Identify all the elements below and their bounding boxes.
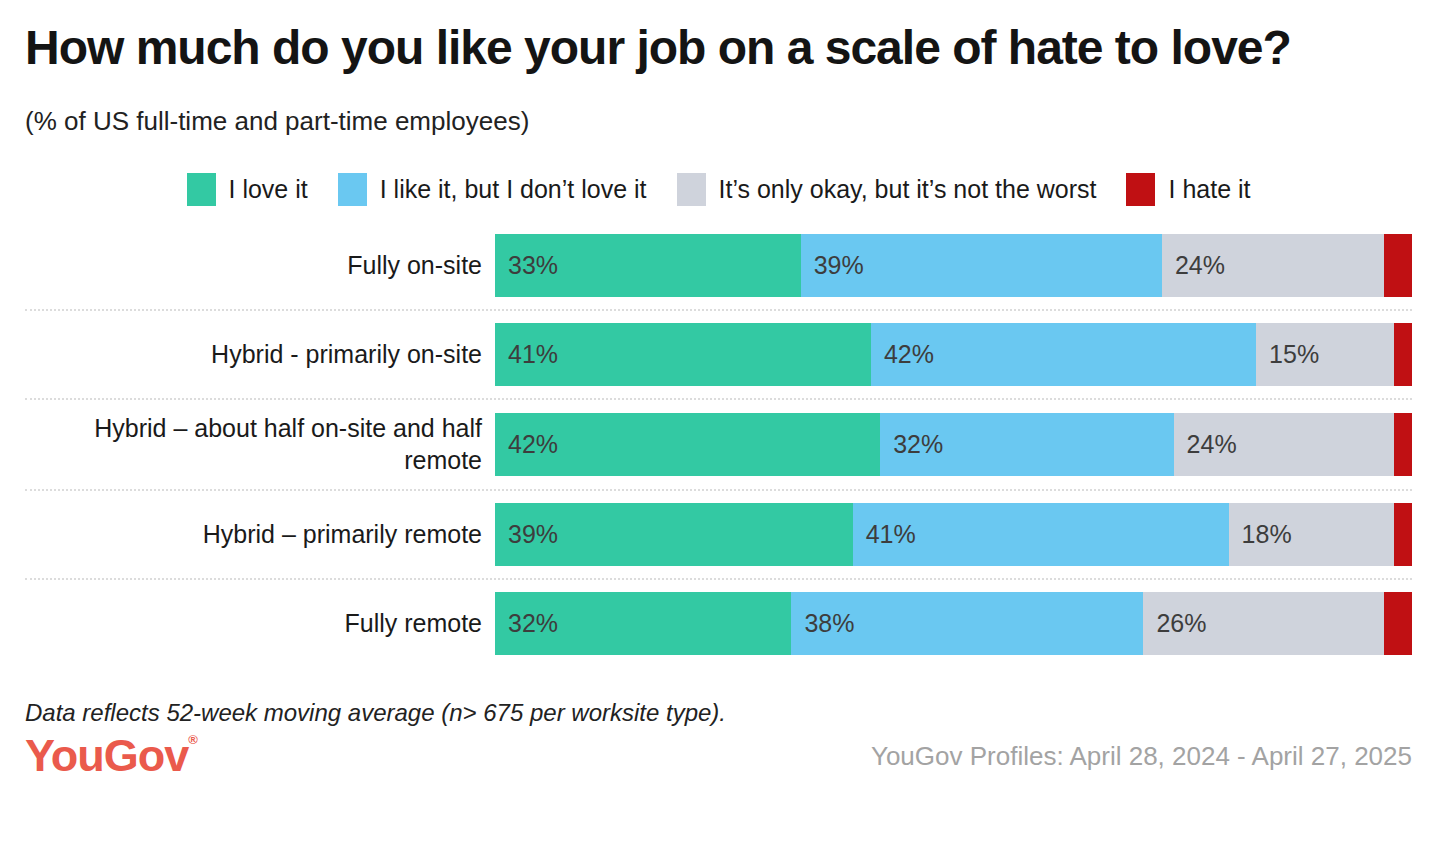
bar-value-label: 38% [791, 609, 854, 638]
legend-item: I like it, but I don’t love it [338, 173, 647, 206]
stacked-bar: 42% 32% 24% [495, 413, 1412, 476]
bar-value-label: 41% [853, 520, 916, 549]
footer: YouGov® YouGov Profiles: April 28, 2024 … [25, 731, 1412, 781]
table-row: Fully on-site33% 39% 24% [25, 234, 1412, 309]
legend-item: I love it [187, 173, 308, 206]
bar-value-label: 41% [495, 340, 558, 369]
table-row: Hybrid - primarily on-site41% 42% 15% [25, 309, 1412, 398]
bar-segment: 15% [1256, 323, 1394, 386]
bar-segment: 41% [495, 323, 871, 386]
bar-segment: 42% [495, 413, 880, 476]
legend-label: It’s only okay, but it’s not the worst [719, 175, 1097, 204]
bar-segment: 33% [495, 234, 801, 297]
bar-segment: 38% [791, 592, 1143, 655]
legend-label: I hate it [1168, 175, 1250, 204]
category-label: Fully on-site [25, 249, 495, 282]
bar-value-label: 39% [801, 251, 864, 280]
footnote: Data reflects 52-week moving average (n>… [25, 699, 1412, 727]
bar-segment: 32% [495, 592, 791, 655]
category-label: Hybrid - primarily on-site [25, 338, 495, 371]
bar-value-label: 39% [495, 520, 558, 549]
bar-value-label: 32% [495, 609, 558, 638]
source-attribution: YouGov Profiles: April 28, 2024 - April … [871, 741, 1412, 780]
registered-mark-icon: ® [188, 732, 197, 747]
bar-segment: 18% [1229, 503, 1394, 566]
bar-segment: 24% [1162, 234, 1384, 297]
bar-segment: 32% [880, 413, 1173, 476]
bar-rows: Fully on-site33% 39% 24% Hybrid - primarily… [25, 234, 1412, 655]
chart-container: How much do you like your job on a scale… [0, 0, 1440, 798]
chart-subtitle: (% of US full-time and part-time employe… [25, 106, 1412, 137]
bar-segment: 39% [801, 234, 1162, 297]
bar-segment: 26% [1143, 592, 1384, 655]
bar-segment [1394, 503, 1412, 566]
category-label: Hybrid – primarily remote [25, 518, 495, 551]
stacked-bar: 32% 38% 26% [495, 592, 1412, 655]
bar-value-label: 32% [880, 430, 943, 459]
legend-swatch-icon [1126, 173, 1155, 206]
bar-segment [1384, 234, 1412, 297]
bar-value-label: 42% [495, 430, 558, 459]
bar-value-label: 26% [1143, 609, 1206, 638]
bar-value-label: 24% [1174, 430, 1237, 459]
legend-swatch-icon [677, 173, 706, 206]
category-label: Hybrid – about half on-site and half rem… [25, 412, 495, 477]
table-row: Hybrid – about half on-site and half rem… [25, 398, 1412, 489]
page-title: How much do you like your job on a scale… [25, 20, 1325, 76]
legend-swatch-icon [187, 173, 216, 206]
legend-item: It’s only okay, but it’s not the worst [677, 173, 1097, 206]
bar-value-label: 15% [1256, 340, 1319, 369]
bar-segment: 42% [871, 323, 1256, 386]
legend: I love it I like it, but I don’t love it I… [25, 173, 1412, 206]
bar-segment: 39% [495, 503, 853, 566]
bar-segment: 41% [853, 503, 1229, 566]
yougov-logo: YouGov® [25, 731, 197, 781]
legend-label: I like it, but I don’t love it [380, 175, 647, 204]
stacked-bar: 39% 41% 18% [495, 503, 1412, 566]
legend-swatch-icon [338, 173, 367, 206]
stacked-bar: 33% 39% 24% [495, 234, 1412, 297]
table-row: Hybrid – primarily remote39% 41% 18% [25, 489, 1412, 578]
legend-label: I love it [229, 175, 308, 204]
bar-value-label: 24% [1162, 251, 1225, 280]
category-label: Fully remote [25, 607, 495, 640]
table-row: Fully remote32% 38% 26% [25, 578, 1412, 655]
bar-value-label: 18% [1229, 520, 1292, 549]
yougov-logo-text: YouGov [25, 730, 188, 781]
bar-value-label: 33% [495, 251, 558, 280]
bar-segment [1384, 592, 1412, 655]
bar-segment: 24% [1174, 413, 1394, 476]
bar-value-label: 42% [871, 340, 934, 369]
bar-segment [1394, 413, 1412, 476]
bar-segment [1394, 323, 1412, 386]
stacked-bar: 41% 42% 15% [495, 323, 1412, 386]
legend-item: I hate it [1126, 173, 1250, 206]
